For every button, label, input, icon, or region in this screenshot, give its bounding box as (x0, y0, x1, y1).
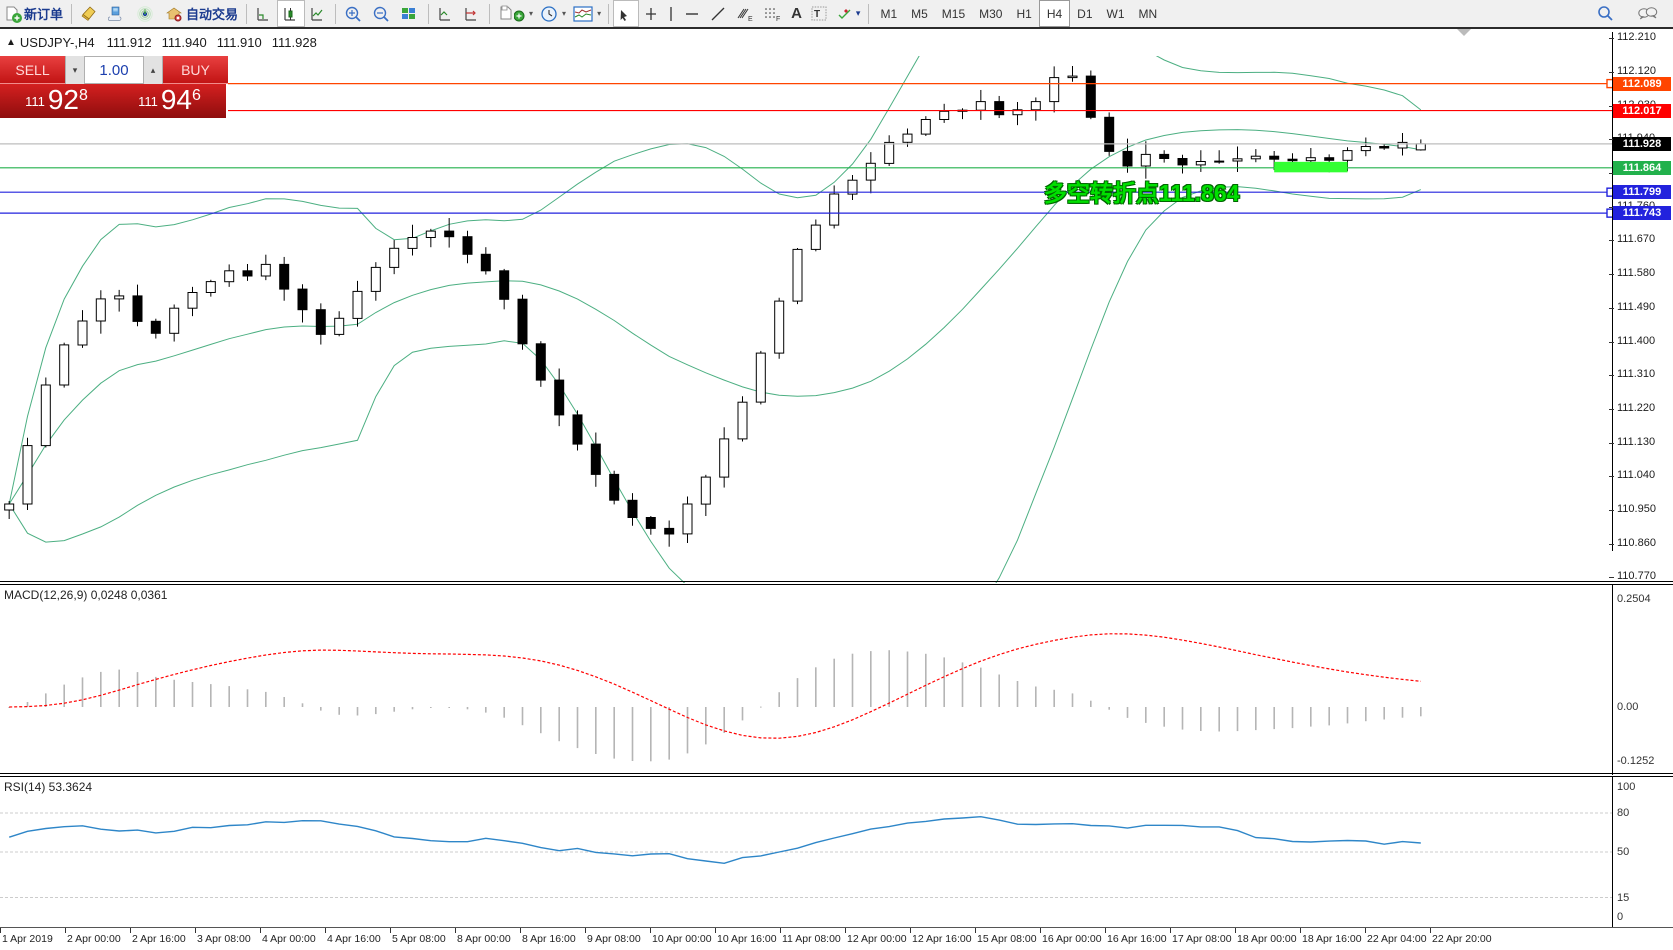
svg-text:E: E (748, 16, 753, 23)
svg-text:T: T (814, 9, 820, 20)
svg-text:F: F (776, 16, 780, 23)
